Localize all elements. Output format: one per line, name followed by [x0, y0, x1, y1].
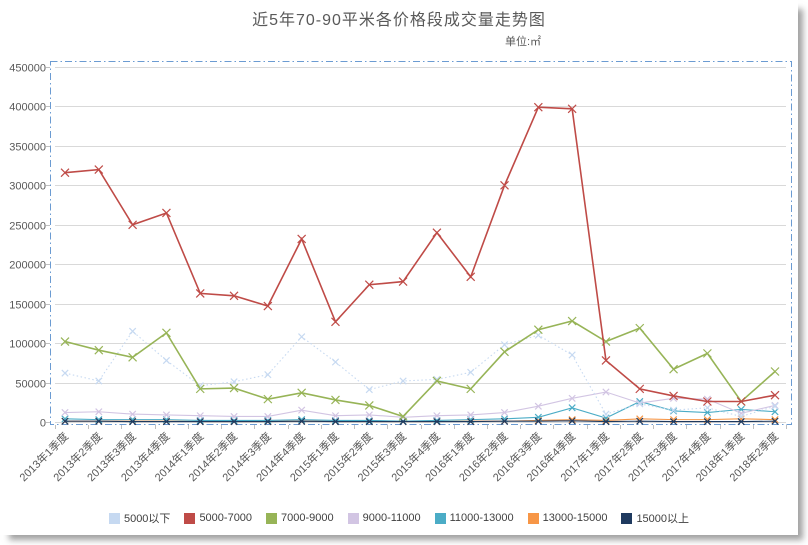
y-axis-labels: 0 50000 100000 150000 200000 250000 300000 3500…	[9, 63, 46, 430]
series-above-15000	[61, 417, 779, 426]
plot-area-border	[50, 61, 792, 425]
legend-label: 15000以上	[636, 513, 690, 525]
legend-swatch-13000-15000	[527, 512, 539, 524]
legend-item-5000-7000: 5000-7000	[184, 512, 252, 524]
svg-text:350000: 350000	[9, 142, 46, 154]
legend-label: 5000-7000	[199, 512, 253, 524]
legend-swatch-above-15000	[621, 512, 633, 524]
legend-label: 7000-9000	[281, 512, 334, 524]
legend-swatch-below-5000	[108, 512, 120, 524]
svg-text:300000: 300000	[9, 181, 46, 193]
legend-item-11000-13000: 11000-13000	[434, 512, 514, 524]
svg-text:450000: 450000	[9, 63, 46, 75]
svg-text:150000: 150000	[9, 300, 46, 312]
legend-swatch-5000-7000	[184, 512, 196, 524]
legend-swatch-9000-11000	[347, 512, 359, 524]
chart-title: 近5年70-90平米各价格段成交量走势图	[252, 12, 546, 29]
series-below-5000	[61, 327, 779, 421]
legend-swatch-7000-9000	[266, 512, 278, 524]
legend-label: 5000以下	[123, 513, 171, 525]
legend-item-7000-9000: 7000-9000	[266, 512, 334, 524]
series-5000-7000	[60, 102, 780, 406]
legend-item-below-5000: 5000以下	[108, 510, 171, 526]
svg-text:100000: 100000	[9, 339, 46, 351]
gridlines	[46, 67, 786, 423]
svg-text:200000: 200000	[9, 260, 46, 272]
legend-label: 13000-15000	[542, 512, 608, 524]
legend-item-above-15000: 15000以上	[621, 510, 689, 526]
chart-legend: 5000以下 5000-7000 7000-9000 9000-11000 11000-…	[0, 510, 798, 526]
legend-swatch-11000-13000	[434, 512, 446, 524]
legend-item-9000-11000: 9000-11000	[347, 512, 421, 524]
svg-text:250000: 250000	[9, 221, 46, 233]
line-chart-plot: 0 50000 100000 150000 200000 250000 300000 3500…	[9, 61, 792, 484]
series-7000-9000	[60, 316, 780, 421]
chart-canvas: 近5年70-90平米各价格段成交量走势图 单位:㎡ 0 50000 100000 15…	[0, 12, 798, 526]
x-axis-ticks	[55, 425, 787, 429]
legend-item-13000-15000: 13000-15000	[527, 512, 608, 524]
svg-text:400000: 400000	[9, 102, 46, 114]
svg-text:0: 0	[40, 418, 46, 430]
legend-label: 11000-13000	[449, 512, 514, 524]
legend-label: 9000-11000	[362, 512, 421, 524]
x-axis-labels: 2013年1季度2013年2季度2013年3季度2013年4季度2014年1季度…	[16, 429, 781, 484]
svg-text:50000: 50000	[15, 379, 46, 391]
chart-unit-label: 单位:㎡	[505, 36, 542, 48]
